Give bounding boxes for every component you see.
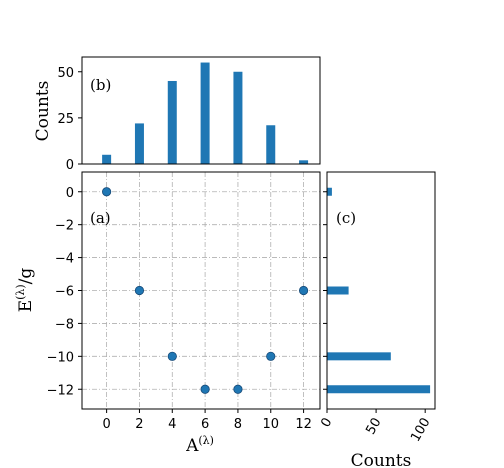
scatter-point xyxy=(134,285,145,296)
right-histogram-bar xyxy=(327,352,391,361)
right-histogram-frame xyxy=(326,171,436,410)
scatter-y-tick-label: −12 xyxy=(47,383,74,398)
top-histogram-bar xyxy=(134,123,144,164)
scatter-y-tick-label: −4 xyxy=(55,252,74,267)
top-histogram-bar xyxy=(102,154,112,164)
scatter-point xyxy=(233,384,243,394)
scatter-point xyxy=(298,285,309,296)
scatter-main-panel: 0 2 4 6 8 10 12 0 −2 −4 −6 −8 −10 −12 (a) A(λ) E(λ)/… xyxy=(14,171,321,456)
scatter-y-tick-label: −10 xyxy=(47,350,74,365)
histogram-right-panel: 0 50 100 (c) Counts xyxy=(318,171,436,468)
top-histogram-y-label: Counts xyxy=(33,81,53,142)
right-histogram-bar xyxy=(327,385,431,394)
scatter-point xyxy=(102,187,112,197)
top-histogram-bar xyxy=(266,125,276,164)
panel-label-c: (c) xyxy=(336,209,356,227)
scatter-points xyxy=(102,187,309,394)
scatter-point xyxy=(266,351,276,361)
right-histogram-x-tick-label: 50 xyxy=(363,416,384,438)
top-histogram-bar xyxy=(299,160,309,164)
top-histogram-frame xyxy=(81,56,321,165)
scatter-x-label: A(λ) xyxy=(185,434,214,456)
top-histogram-bar xyxy=(200,62,210,164)
scatter-y-tick-label: 0 xyxy=(66,186,74,201)
top-histogram-bar xyxy=(167,80,177,164)
scatter-x-tick-label: 4 xyxy=(168,417,176,432)
right-histogram-bar xyxy=(327,286,349,295)
top-histogram-y-tick-label: 50 xyxy=(57,66,74,81)
scatter-point xyxy=(200,384,210,394)
right-histogram-x-tick-label: 0 xyxy=(318,416,335,431)
scatter-frame xyxy=(81,171,321,410)
scatter-x-tick-label: 12 xyxy=(295,417,312,432)
scatter-y-ticks: 0 −2 −4 −6 −8 −10 −12 xyxy=(47,186,82,398)
top-histogram-bar xyxy=(233,71,243,164)
panel-label-a: (a) xyxy=(90,209,111,227)
top-histogram-bars xyxy=(102,62,309,164)
right-histogram-x-label: Counts xyxy=(351,451,412,468)
panel-label-b: (b) xyxy=(90,76,111,94)
scatter-x-tick-label: 2 xyxy=(135,417,143,432)
top-histogram-y-tick-label: 0 xyxy=(66,158,74,173)
top-histogram-y-tick-label: 25 xyxy=(57,112,74,127)
scatter-y-label: E(λ)/g xyxy=(14,268,36,313)
right-histogram-x-tick-label: 100 xyxy=(408,416,433,445)
histogram-top-panel: 0 25 50 (b) Counts xyxy=(33,56,321,173)
right-histogram-bars xyxy=(323,187,431,394)
scatter-y-tick-label: −2 xyxy=(55,219,74,234)
scatter-y-tick-label: −6 xyxy=(55,285,74,300)
right-histogram-x-ticks: 0 50 100 xyxy=(318,409,434,445)
scatter-x-tick-label: 6 xyxy=(201,417,209,432)
scatter-grid xyxy=(82,172,320,409)
scatter-x-ticks: 0 2 4 6 8 10 12 xyxy=(102,409,312,432)
scatter-point xyxy=(167,351,177,361)
scatter-y-tick-label: −8 xyxy=(55,317,74,332)
right-histogram-bar xyxy=(327,187,332,196)
scatter-x-tick-label: 0 xyxy=(102,417,110,432)
scatter-x-tick-label: 8 xyxy=(234,417,242,432)
top-histogram-y-ticks: 0 25 50 xyxy=(57,66,82,173)
scatter-x-tick-label: 10 xyxy=(262,417,279,432)
